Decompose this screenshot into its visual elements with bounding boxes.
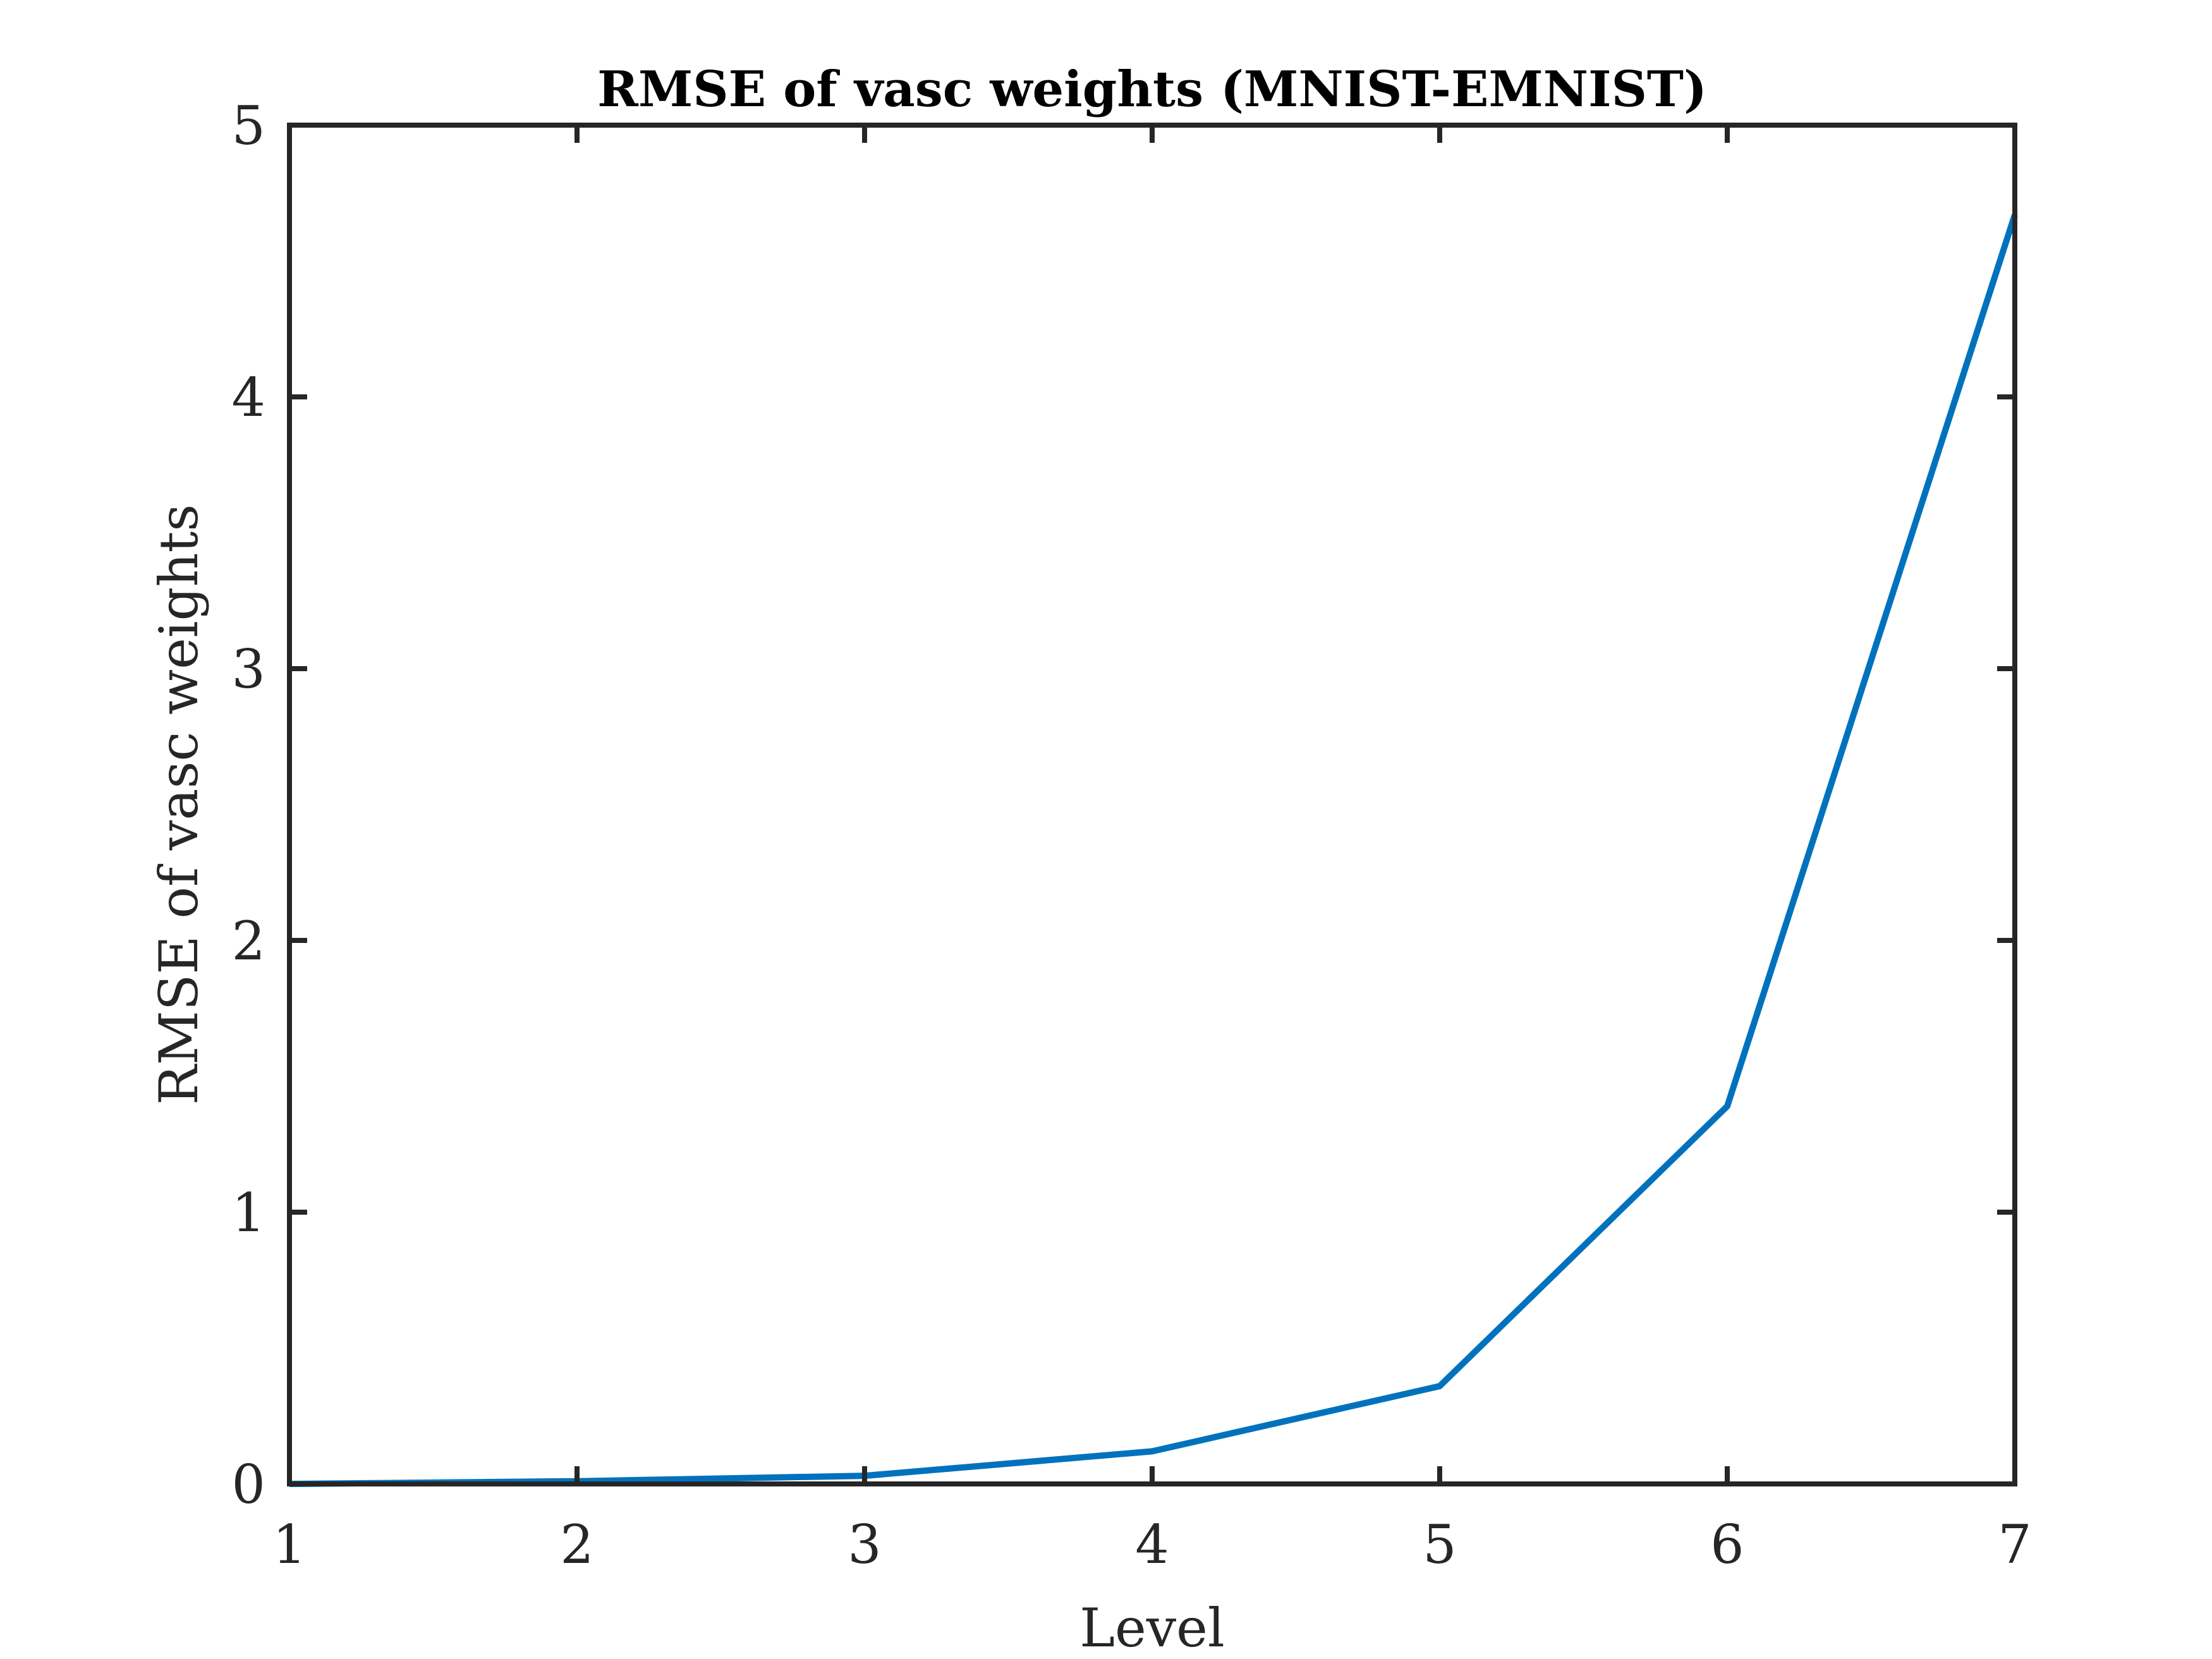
axes-frame — [287, 123, 2017, 1486]
y-tick-label: 1 — [232, 1182, 265, 1244]
x-tick-label: 7 — [1998, 1514, 2031, 1576]
axes-background — [289, 125, 2015, 1484]
x-tick-label: 5 — [1423, 1514, 1456, 1576]
x-axis-label: Level — [1079, 1597, 1225, 1659]
y-tick-label: 4 — [232, 367, 265, 428]
chart-title: RMSE of vasc weights (MNIST-EMNIST) — [597, 61, 1707, 118]
y-tick-label: 0 — [232, 1454, 265, 1516]
y-axis-label: RMSE of vasc weights — [148, 504, 210, 1105]
plot-area — [289, 125, 2015, 1484]
y-tick-label: 3 — [232, 638, 265, 700]
x-tick-label: 3 — [848, 1514, 881, 1576]
x-tick-label: 6 — [1710, 1514, 1744, 1576]
y-tick-label: 2 — [232, 910, 265, 972]
x-tick-label: 1 — [272, 1514, 306, 1576]
x-tick-label: 4 — [1135, 1514, 1169, 1576]
y-tick-label: 5 — [232, 95, 265, 157]
x-tick-label: 2 — [560, 1514, 593, 1576]
